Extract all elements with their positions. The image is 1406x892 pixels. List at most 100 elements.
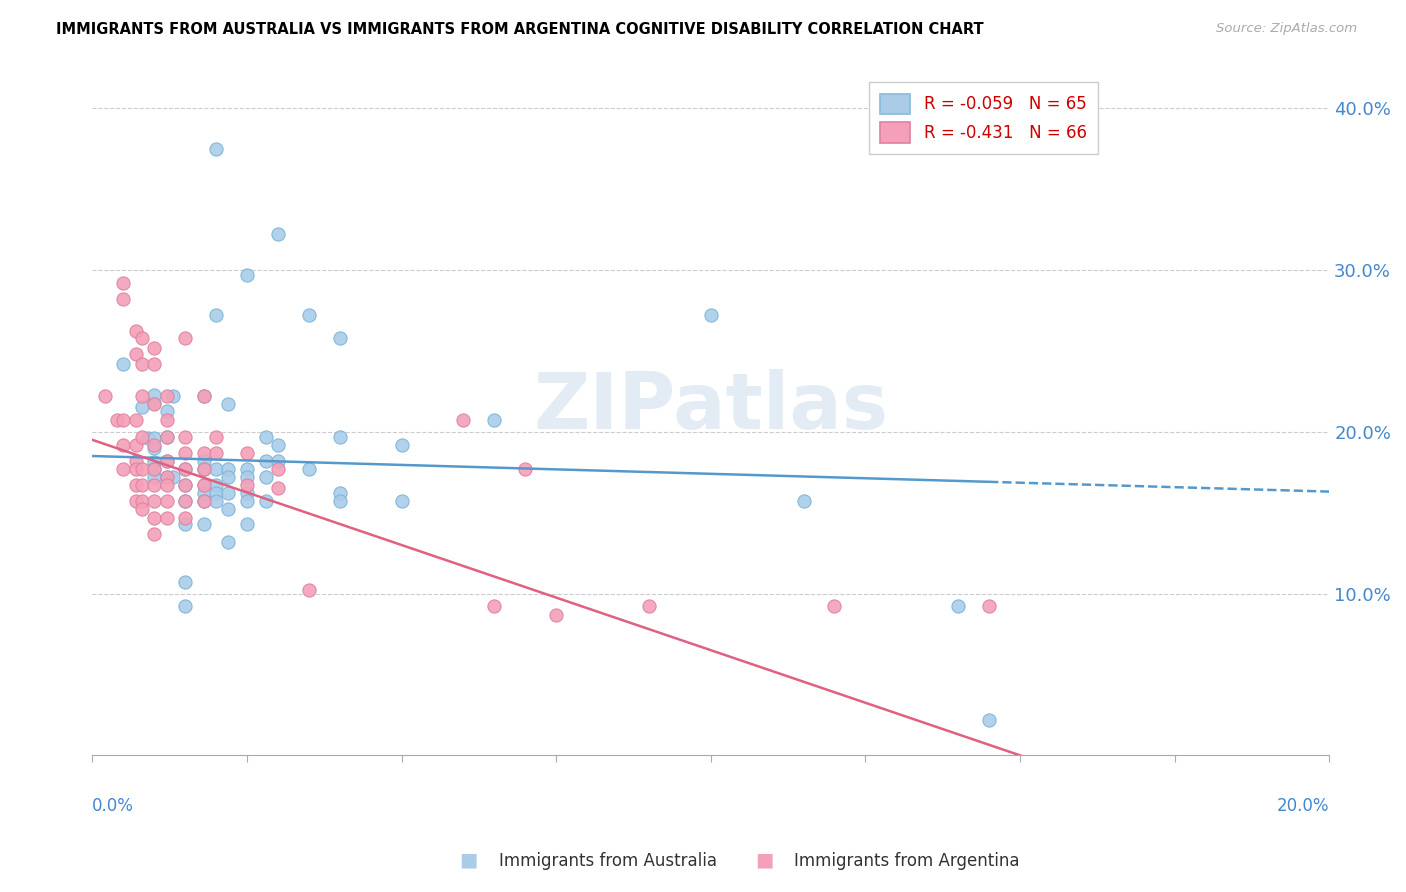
Point	[131, 357, 153, 371]
Point	[391, 494, 413, 508]
Text: IMMIGRANTS FROM AUSTRALIA VS IMMIGRANTS FROM ARGENTINA COGNITIVE DISABILITY CORR: IMMIGRANTS FROM AUSTRALIA VS IMMIGRANTS …	[56, 22, 984, 37]
Point	[155, 470, 177, 484]
Point	[193, 494, 215, 508]
Point	[155, 429, 177, 443]
Point	[193, 478, 215, 492]
Point	[193, 494, 215, 508]
Point	[193, 389, 215, 403]
Point	[155, 470, 177, 484]
Point	[217, 397, 239, 411]
Point	[254, 494, 277, 508]
Text: ■: ■	[755, 851, 773, 870]
Point	[143, 341, 166, 355]
Point	[124, 454, 146, 468]
Point	[131, 502, 153, 516]
Point	[254, 454, 277, 468]
Y-axis label: Cognitive Disability: Cognitive Disability	[0, 334, 7, 482]
Point	[391, 438, 413, 452]
Point	[217, 462, 239, 476]
Point	[155, 510, 177, 524]
Point	[124, 325, 146, 339]
Point	[267, 438, 290, 452]
Text: 0.0%: 0.0%	[93, 797, 134, 815]
Point	[124, 347, 146, 361]
Point	[131, 401, 153, 415]
Text: ■: ■	[460, 851, 478, 870]
Point	[977, 713, 1000, 727]
Point	[112, 462, 135, 476]
Point	[298, 308, 321, 322]
Point	[298, 462, 321, 476]
Point	[143, 494, 166, 508]
Point	[112, 292, 135, 306]
Point	[546, 607, 568, 622]
Point	[131, 494, 153, 508]
Point	[131, 429, 153, 443]
Point	[155, 454, 177, 468]
Point	[131, 462, 153, 476]
Point	[143, 478, 166, 492]
Point	[193, 516, 215, 531]
Point	[236, 494, 259, 508]
Point	[155, 403, 177, 417]
Point	[205, 462, 228, 476]
Point	[143, 510, 166, 524]
Point	[254, 429, 277, 443]
Point	[267, 462, 290, 476]
Point	[143, 431, 166, 445]
Text: Immigrants from Australia: Immigrants from Australia	[499, 852, 717, 870]
Point	[155, 389, 177, 403]
Point	[193, 446, 215, 460]
Point	[236, 462, 259, 476]
Point	[515, 462, 537, 476]
Point	[267, 482, 290, 496]
Point	[136, 431, 159, 445]
Point	[174, 478, 197, 492]
Point	[155, 429, 177, 443]
Point	[155, 454, 177, 468]
Text: 20.0%: 20.0%	[1277, 797, 1329, 815]
Point	[155, 478, 177, 492]
Point	[143, 397, 166, 411]
Point	[174, 494, 197, 508]
Point	[93, 389, 115, 403]
Point	[112, 413, 135, 427]
Point	[105, 413, 128, 427]
Text: Source: ZipAtlas.com: Source: ZipAtlas.com	[1216, 22, 1357, 36]
Point	[236, 268, 259, 282]
Point	[143, 455, 166, 469]
Point	[174, 462, 197, 476]
Text: ZIPatlas: ZIPatlas	[533, 369, 889, 445]
Point	[193, 454, 215, 468]
Point	[143, 357, 166, 371]
Point	[143, 462, 166, 476]
Point	[205, 142, 228, 156]
Point	[236, 478, 259, 492]
Point	[824, 599, 846, 614]
Point	[112, 276, 135, 290]
Point	[143, 438, 166, 452]
Text: Immigrants from Argentina: Immigrants from Argentina	[794, 852, 1019, 870]
Point	[267, 454, 290, 468]
Point	[174, 575, 197, 590]
Point	[484, 599, 506, 614]
Point	[174, 462, 197, 476]
Point	[124, 478, 146, 492]
Point	[193, 486, 215, 500]
Point	[174, 510, 197, 524]
Point	[205, 308, 228, 322]
Point	[112, 357, 135, 371]
Point	[205, 486, 228, 500]
Point	[217, 486, 239, 500]
Point	[124, 438, 146, 452]
Point	[143, 462, 166, 476]
Point	[162, 470, 184, 484]
Point	[124, 494, 146, 508]
Point	[638, 599, 661, 614]
Point	[143, 441, 166, 455]
Point	[946, 599, 969, 614]
Point	[205, 478, 228, 492]
Point	[329, 486, 352, 500]
Point	[217, 534, 239, 549]
Point	[484, 413, 506, 427]
